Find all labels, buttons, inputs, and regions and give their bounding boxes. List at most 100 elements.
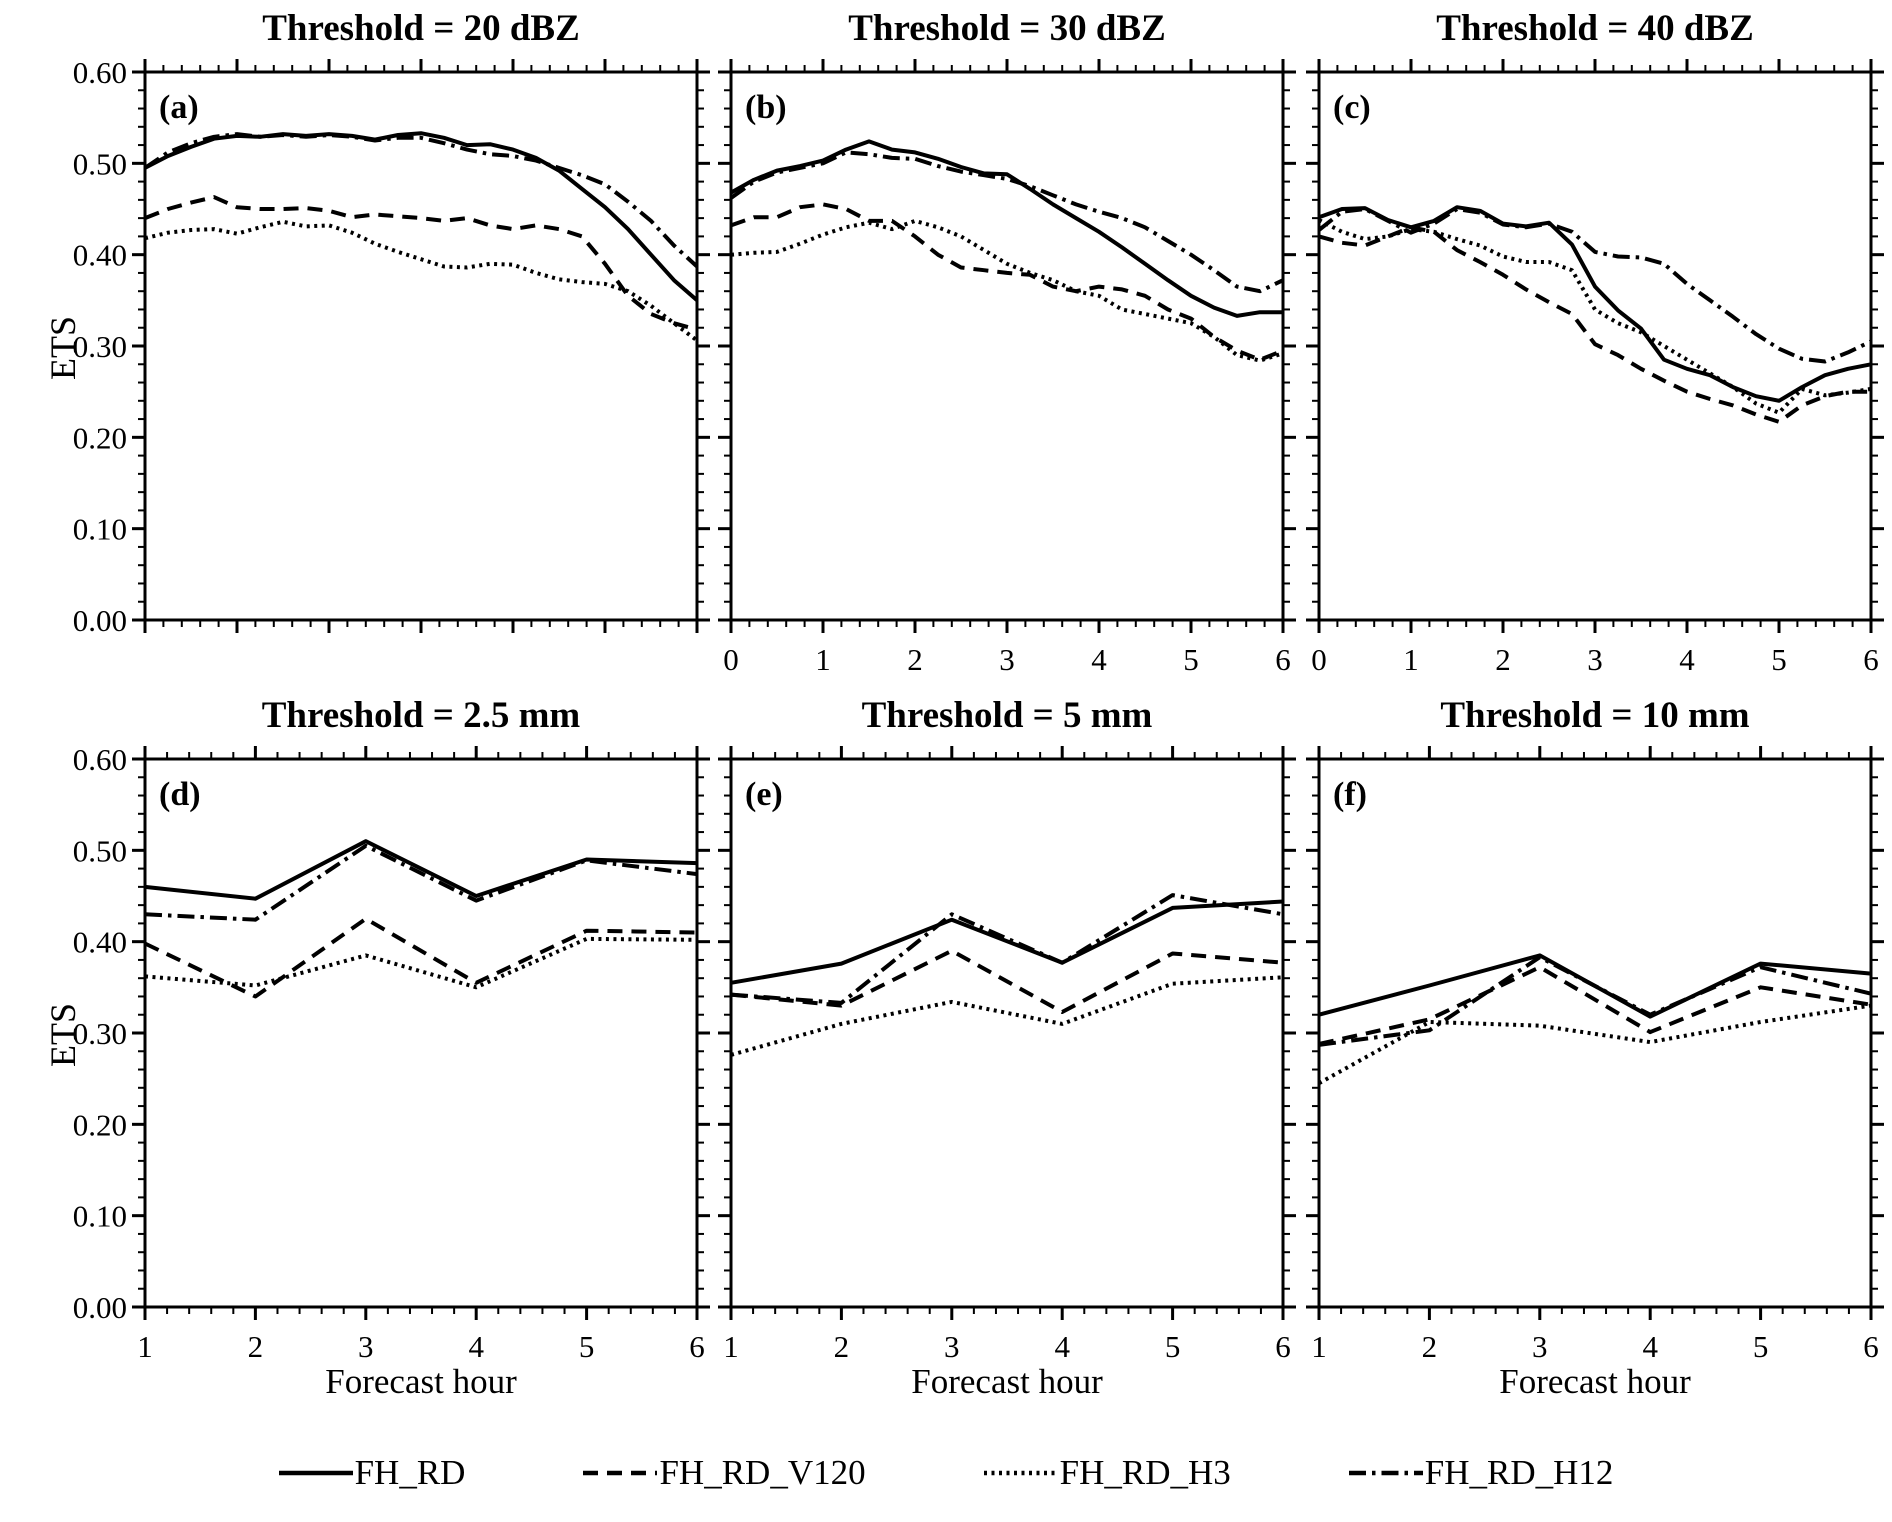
- x-tick-label: 6: [1863, 642, 1879, 677]
- legend-item-label: FH_RD: [354, 1453, 466, 1492]
- x-tick-label: 4: [1091, 642, 1107, 677]
- x-tick-label: 4: [468, 1329, 484, 1364]
- series-FH_RD: [144, 131, 699, 302]
- panel-title: Threshold = 20 dBZ: [262, 8, 580, 49]
- y-tick-label: 0.60: [73, 56, 127, 90]
- y-axis-label-bottom: ETS: [43, 1003, 83, 1068]
- y-tick-label: 0.60: [73, 743, 127, 777]
- series-FH_RD_H12: [1318, 955, 1872, 1047]
- panel-title: Threshold = 5 mm: [861, 695, 1153, 736]
- y-tick-label: 0.00: [73, 603, 127, 638]
- x-tick-label: 2: [248, 1329, 264, 1364]
- x-tick-label: 4: [1679, 642, 1695, 677]
- series-FH_RD: [730, 139, 1283, 318]
- legend-item-label: FH_RD_H12: [1424, 1453, 1614, 1492]
- y-tick-label: 0.50: [73, 146, 127, 181]
- x-tick-label: 1: [1403, 642, 1419, 677]
- legend-item-label: FH_RD_V120: [659, 1453, 866, 1492]
- y-tick-label: 0.30: [73, 329, 127, 364]
- series-FH_RD_H3: [144, 219, 699, 343]
- series-FH_RD_V120: [144, 195, 698, 332]
- x-tick-label: 6: [1863, 1329, 1879, 1364]
- series-FH_RD_V120: [1318, 225, 1871, 424]
- panel-letter: (b): [745, 89, 787, 126]
- series-FH_RD_H12: [144, 843, 698, 922]
- x-tick-label: 5: [1183, 642, 1199, 677]
- panel-letter: (e): [745, 776, 783, 813]
- x-tick-label: 6: [689, 1329, 705, 1364]
- panel-title: Threshold = 40 dBZ: [1436, 8, 1754, 49]
- y-tick-label: 0.40: [73, 238, 127, 273]
- legend-line-dashdot-icon: [1348, 1470, 1423, 1476]
- panel-b: Threshold = 30 dBZ 0 1 2 3 4 5 6 (b): [641, 4, 1307, 690]
- y-tick-label: 0.20: [73, 420, 127, 455]
- panel-letter: (c): [1333, 89, 1371, 126]
- x-tick-label: 5: [1771, 642, 1787, 677]
- x-tick-label: 3: [944, 1329, 960, 1364]
- x-tick-label: 6: [1275, 642, 1291, 677]
- panel-letter: (d): [159, 776, 201, 813]
- y-tick-label: 0.20: [73, 1107, 127, 1142]
- series-FH_RD: [730, 899, 1284, 985]
- panel-f-plot: 1 2 3 4 5 6 (f): [1306, 746, 1884, 1364]
- legend-item: FH_RD_H3: [983, 1453, 1231, 1493]
- panel-letter: (a): [159, 89, 199, 126]
- series-FH_RD: [144, 839, 698, 901]
- series-FH_RD_H3: [1318, 1003, 1872, 1085]
- series-FH_RD_H12: [1317, 207, 1872, 364]
- legend-item: FH_RD_H12: [1348, 1453, 1614, 1493]
- y-tick-label: 0.50: [73, 833, 127, 868]
- y-tick-label: 0.30: [73, 1016, 127, 1051]
- x-tick-label: 2: [1495, 642, 1511, 677]
- series-FH_RD_V120: [144, 916, 698, 999]
- x-tick-label: 1: [137, 1329, 153, 1364]
- series-FH_RD_V120: [730, 202, 1284, 362]
- x-tick-label: 1: [815, 642, 831, 677]
- legend-line-dotted-icon: [983, 1470, 1058, 1476]
- legend: FH_RD FH_RD_V120 FH_RD_H3 FH_RD_H12: [0, 1443, 1892, 1503]
- x-tick-label: 3: [1532, 1329, 1548, 1364]
- x-tick-label: 3: [999, 642, 1015, 677]
- y-tick-label: 0.00: [73, 1290, 127, 1325]
- x-tick-label: 3: [358, 1329, 374, 1364]
- series-FH_RD_H12: [729, 150, 1284, 294]
- x-axis-label-e: Forecast hour: [911, 1362, 1103, 1401]
- x-tick-label: 1: [723, 1329, 739, 1364]
- panel-c: Threshold = 40 dBZ 0 1 2 3 4 5 6 (c): [1229, 4, 1892, 690]
- x-tick-label: 2: [907, 642, 923, 677]
- x-tick-label: 0: [1311, 642, 1327, 677]
- panel-a: Threshold = 20 dBZ 0.00 0.10 0.20 0.30 0.40 0…: [55, 4, 721, 690]
- panel-title: Threshold = 2.5 mm: [261, 695, 581, 736]
- x-tick-label: 5: [1753, 1329, 1769, 1364]
- y-tick-label: 0.10: [73, 512, 127, 547]
- panel-title: Threshold = 10 mm: [1440, 695, 1750, 736]
- x-tick-label: 5: [1165, 1329, 1181, 1364]
- panel-letter: (f): [1333, 776, 1367, 813]
- x-tick-label: 3: [1587, 642, 1603, 677]
- panel-f: Threshold = 10 mm 1 2 3 4 5 6 (f): [1229, 691, 1892, 1377]
- series-FH_RD_H3: [1318, 218, 1872, 415]
- panel-c-plot: 0 1 2 3 4 5 6 (c): [1306, 59, 1884, 677]
- y-tick-label: 0.10: [73, 1199, 127, 1234]
- panel-e-plot: 1 2 3 4 5 6 (e): [718, 746, 1296, 1364]
- x-tick-label: 6: [1275, 1329, 1291, 1364]
- series-FH_RD_H12: [730, 893, 1284, 1005]
- x-axis-label-d: Forecast hour: [325, 1362, 517, 1401]
- legend-line-solid-icon: [278, 1470, 353, 1476]
- series-FH_RD_H3: [730, 218, 1284, 363]
- x-tick-label: 5: [579, 1329, 595, 1364]
- legend-item-label: FH_RD_H3: [1059, 1453, 1231, 1492]
- series-FH_RD_H3: [144, 936, 698, 990]
- panel-a-plot: 0.00 0.10 0.20 0.30 0.40 0.50 0.60 (a): [73, 56, 710, 638]
- legend-item: FH_RD: [278, 1453, 466, 1493]
- panel-title: Threshold = 30 dBZ: [848, 8, 1166, 49]
- legend-item: FH_RD_V120: [583, 1453, 866, 1493]
- y-axis-label-top: ETS: [43, 316, 83, 381]
- panel-d-plot: 1 2 3 4 5 6 0.00 0.10 0.20 0.30 0.40 0.50 0.60 (d): [73, 743, 710, 1364]
- x-tick-label: 2: [1422, 1329, 1438, 1364]
- x-axis-label-f: Forecast hour: [1499, 1362, 1691, 1401]
- x-tick-label: 4: [1054, 1329, 1070, 1364]
- panel-d: Threshold = 2.5 mm 1 2 3 4 5 6 0.00 0.10 0.20 0.3…: [55, 691, 721, 1377]
- y-tick-label: 0.40: [73, 925, 127, 960]
- x-tick-label: 4: [1642, 1329, 1658, 1364]
